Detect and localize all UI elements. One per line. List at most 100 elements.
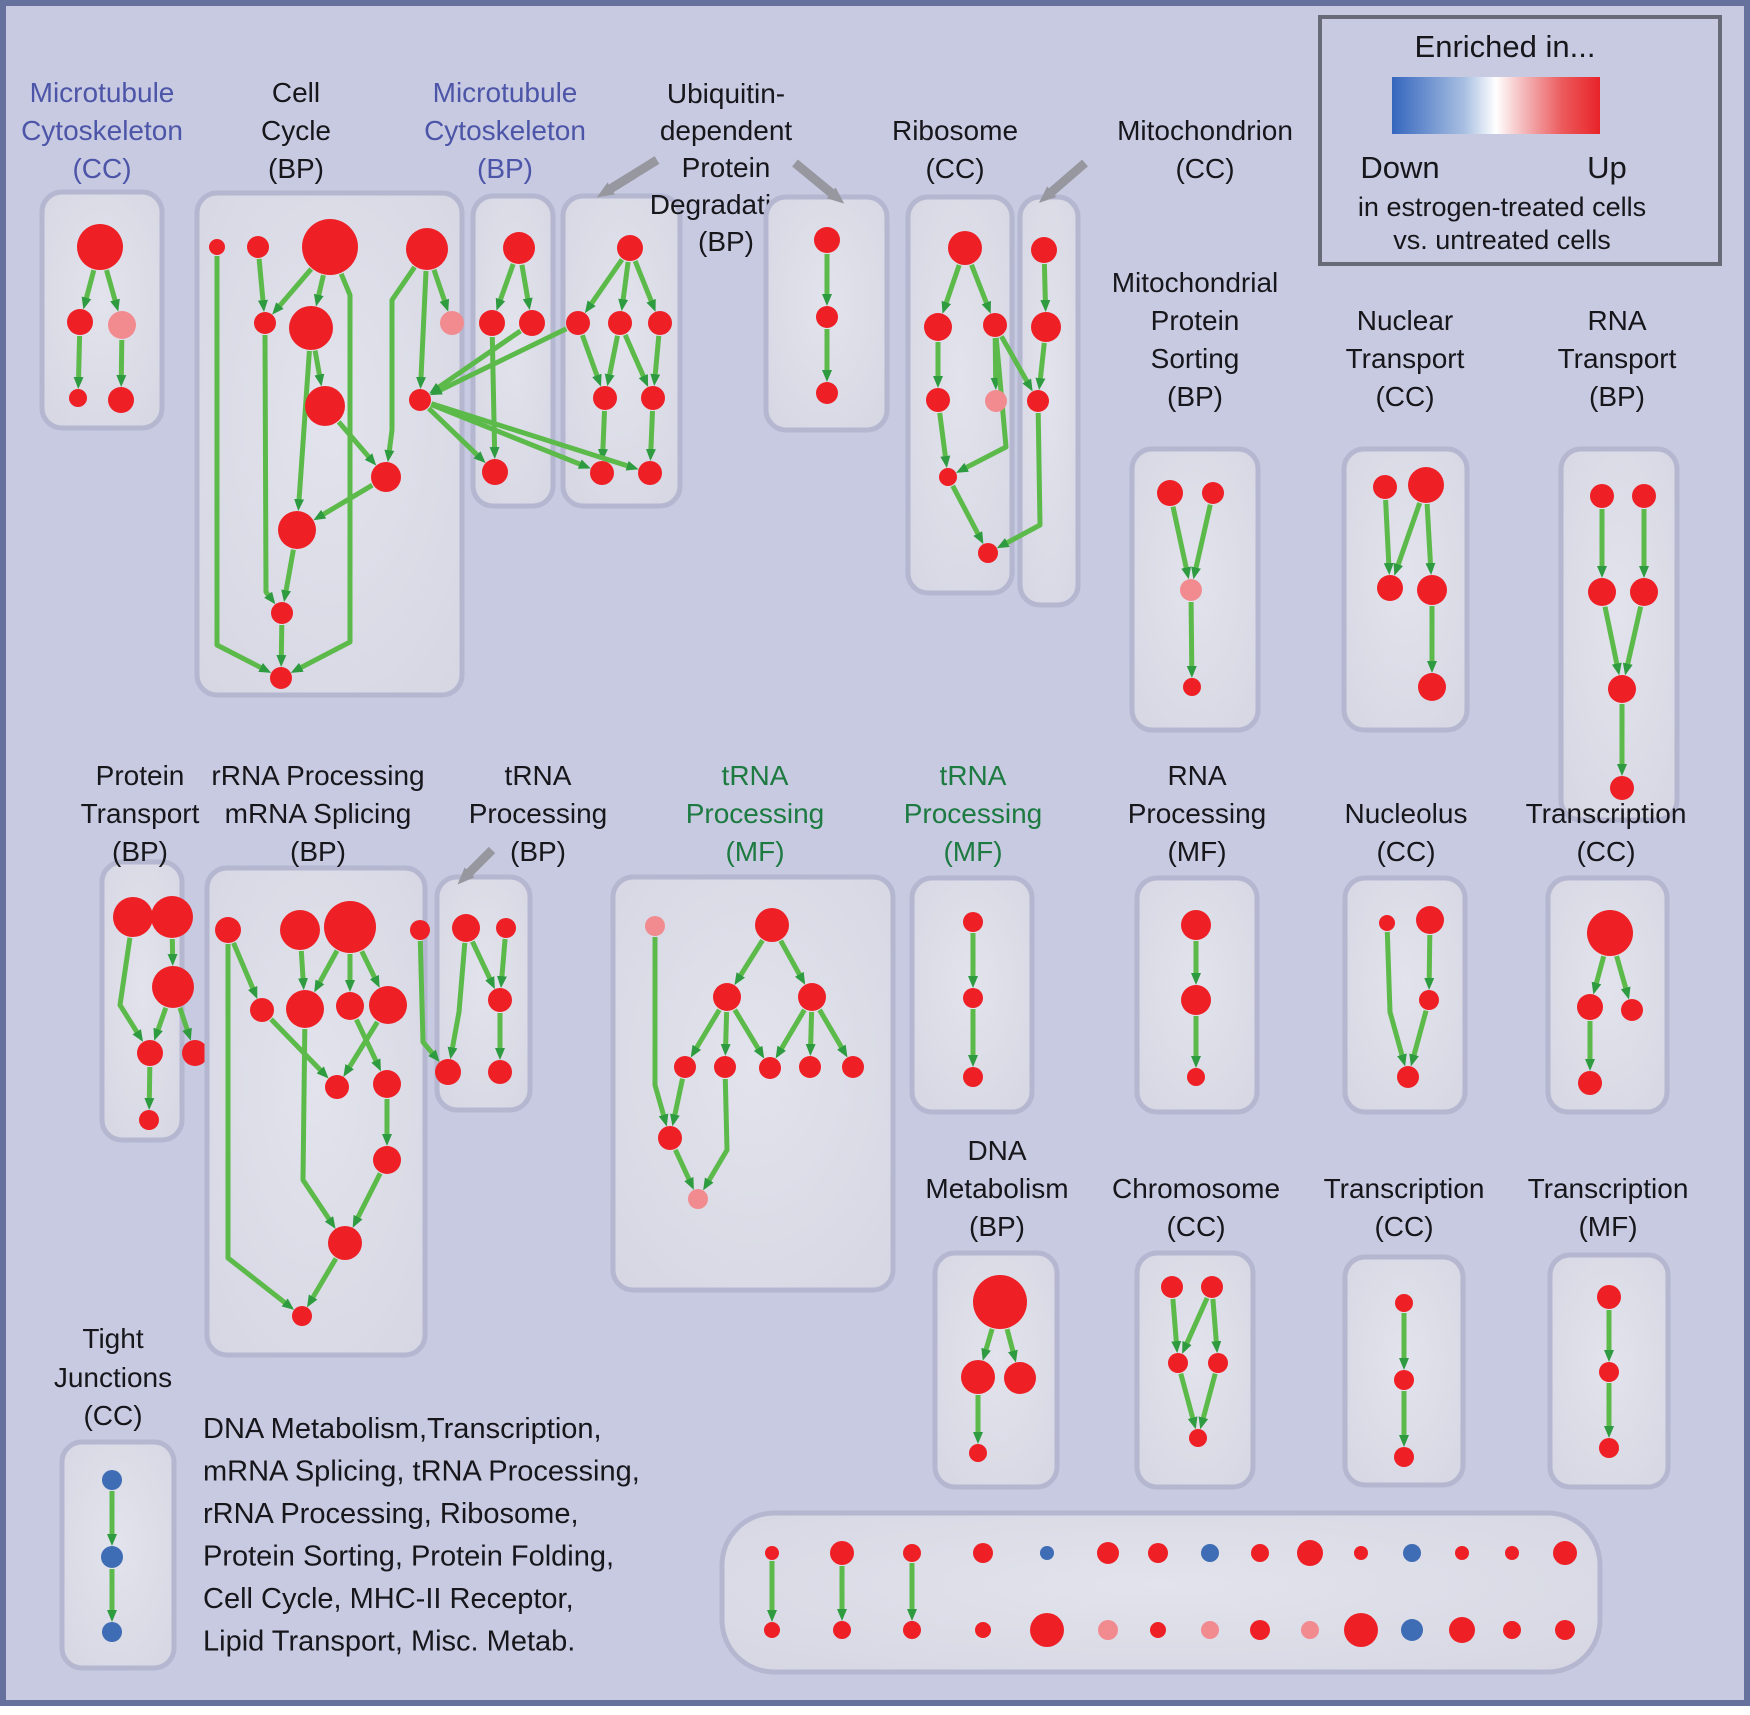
cluster-label-line: (BP) <box>290 836 346 867</box>
cluster-label-line: Cycle <box>261 115 331 146</box>
cluster-label: RNA Transport (BP) <box>1558 305 1677 412</box>
go-term-node <box>302 219 358 275</box>
edge-arrow <box>336 420 377 466</box>
edge-arrow <box>1409 1009 1429 1067</box>
go-term-node <box>1553 1541 1577 1565</box>
go-term-node <box>406 228 448 270</box>
cluster-box <box>1558 446 1680 823</box>
go-term-node <box>113 897 153 937</box>
cluster-label-line: (BP) <box>112 836 168 867</box>
go-term-node <box>1181 985 1211 1015</box>
footnote-line: Protein Sorting, Protein Folding, <box>203 1541 614 1573</box>
cluster-box <box>1134 1250 1256 1490</box>
edge-arrow <box>981 1328 995 1361</box>
edge-arrow <box>104 269 120 312</box>
edge-arrow <box>645 410 656 461</box>
go-term-node <box>816 382 838 404</box>
go-term-node <box>1187 1068 1205 1086</box>
cluster-label-line: Transport <box>81 798 200 829</box>
go-term-node <box>1503 1621 1521 1639</box>
edge-arrow <box>956 337 1009 473</box>
go-term-node <box>1251 1544 1269 1562</box>
edge-arrow <box>496 938 508 989</box>
go-term-node <box>1181 910 1211 940</box>
edge-arrow <box>313 483 374 521</box>
cluster-label: Transcription (MF) <box>1528 1173 1689 1242</box>
edge-arrow <box>673 1148 694 1190</box>
go-term-node <box>645 916 665 936</box>
cluster-nuclear_transport: Nuclear Transport (CC) <box>1341 305 1470 733</box>
cluster-label: Transcription (CC) <box>1526 798 1687 867</box>
go-term-node <box>137 1040 163 1066</box>
go-term-node <box>325 1075 349 1099</box>
legend-down-label: Down <box>1360 150 1439 185</box>
cluster-trna_mf_a: tRNA Processing (MF) <box>610 760 896 1293</box>
go-term-node <box>1621 999 1643 1021</box>
cluster-label-line: Protein <box>96 760 185 791</box>
edge-arrow <box>384 265 417 463</box>
go-term-node <box>1301 1621 1319 1639</box>
go-term-node <box>1202 482 1224 504</box>
go-term-node <box>948 231 982 265</box>
cluster-rna_transport: RNA Transport (BP) <box>1558 305 1680 823</box>
label-pointer-arrow <box>457 846 496 885</box>
go-term-node <box>1148 1543 1168 1563</box>
edge-arrow <box>519 264 533 311</box>
edge-arrow <box>447 942 468 1060</box>
edge-arrow <box>1383 499 1394 575</box>
footnote-line: rRNA Processing, Ribosome, <box>203 1498 579 1530</box>
cluster-label-line: (BP) <box>268 153 324 184</box>
cluster-dna_metabolism: DNA Metabolism (BP) <box>925 1135 1069 1490</box>
cluster-label-line: Microtubule <box>30 77 175 108</box>
cluster-label-line: Nucleolus <box>1345 798 1468 829</box>
go-term-node <box>755 908 789 942</box>
edge-arrow <box>1035 342 1047 391</box>
edge-arrow <box>1614 955 1631 1000</box>
cluster-label-line: Junctions <box>54 1362 172 1393</box>
cluster-label: Tight Junctions (CC) <box>54 1323 172 1431</box>
edge-arrow <box>225 944 295 1310</box>
go-term-node <box>371 462 401 492</box>
go-term-node <box>1610 776 1634 800</box>
go-term-node <box>566 311 590 335</box>
cluster-label-line: Mitochondrion <box>1117 115 1293 146</box>
go-term-node <box>713 983 741 1011</box>
cluster-nucleolus: Nucleolus (CC) <box>1342 798 1468 1115</box>
edge-arrow <box>1198 1372 1218 1430</box>
cluster-label-line: Nuclear <box>1357 305 1453 336</box>
footnote-text: DNA Metabolism,Transcription, mRNA Splici… <box>203 1413 640 1658</box>
cluster-label-line: dependent <box>660 115 793 146</box>
edge-arrow <box>417 940 440 1063</box>
edge-arrow <box>81 269 97 310</box>
go-term-node <box>983 313 1007 337</box>
cluster-label: DNA Metabolism (BP) <box>925 1135 1068 1242</box>
cluster-box <box>1341 446 1470 733</box>
edge-arrow <box>214 256 272 673</box>
cluster-label-line: (MF) <box>1167 836 1226 867</box>
go-term-node <box>102 1622 122 1642</box>
cluster-label-line: Transcription <box>1526 798 1687 829</box>
go-term-node <box>1590 484 1614 508</box>
go-term-node <box>488 1060 512 1084</box>
cluster-label-line: Processing <box>1128 798 1267 829</box>
edge-arrow <box>426 406 486 464</box>
edge-arrow <box>313 274 326 307</box>
cluster-label: rRNA Processing mRNA Splicing (BP) <box>211 760 424 867</box>
go-term-node <box>648 311 672 335</box>
edge-arrow <box>937 412 951 469</box>
go-term-node <box>842 1056 864 1078</box>
go-term-node <box>1030 1613 1064 1647</box>
go-term-node <box>969 1444 987 1462</box>
edge-arrow <box>1178 1372 1198 1430</box>
edge-arrow <box>950 484 984 545</box>
go-term-node <box>67 309 93 335</box>
go-term-node <box>324 901 376 953</box>
edge-arrow <box>732 1008 765 1059</box>
go-term-node <box>1373 475 1397 499</box>
cluster-label-line: tRNA <box>505 760 572 791</box>
edge-arrow <box>703 1078 730 1191</box>
edge-arrow <box>429 326 568 396</box>
go-term-node <box>833 1621 851 1639</box>
go-term-node <box>799 1056 821 1078</box>
